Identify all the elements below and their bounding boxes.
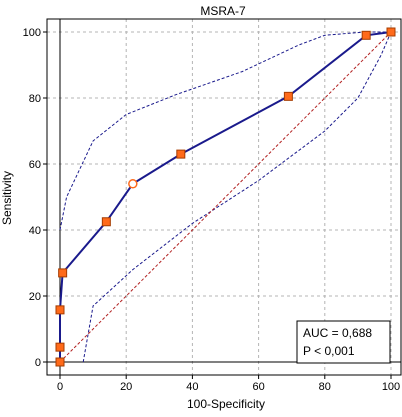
roc-point-marker [101,217,111,227]
roc-point-marker [128,179,138,189]
ci-lower-line [82,31,392,363]
roc-point-marker [55,342,65,352]
y-tick-label: 20 [29,291,41,303]
auc-legend-box: AUC = 0,688 P < 0,001 [296,320,391,364]
roc-point-marker [361,30,371,40]
y-tick-label: 60 [29,159,41,171]
roc-point-marker [58,268,68,278]
series [59,31,392,363]
roc-point-marker [55,357,65,367]
x-tick-label: 20 [120,381,132,393]
x-tick-label: 100 [382,381,400,393]
ci-upper-line [59,31,391,231]
roc-point-marker [176,149,186,159]
reference-diagonal-line [59,31,392,363]
roc-curve-line [59,31,392,362]
chart-title: MSRA-7 [200,4,246,18]
x-tick-label: 40 [186,381,198,393]
grid [47,19,401,375]
markers [55,27,396,367]
axes: 0 20 40 60 80 100 0 20 40 60 80 100 [23,18,402,393]
y-axis-label: Sensitivity [0,171,14,225]
roc-point-marker [386,27,396,37]
y-tick-label: 100 [23,27,41,39]
roc-point-marker [55,305,65,315]
x-tick-label: 60 [252,381,264,393]
y-tick-label: 0 [35,357,41,369]
plot-frame [46,18,402,376]
x-tick-label: 0 [57,381,63,393]
x-tick-label: 80 [319,381,331,393]
roc-point-marker [283,91,293,101]
auc-value: AUC = 0,688 [303,326,372,340]
y-tick-label: 40 [29,225,41,237]
y-tick-label: 80 [29,93,41,105]
p-value: P < 0,001 [303,344,355,358]
x-axis-label: 100-Specificity [187,397,265,411]
